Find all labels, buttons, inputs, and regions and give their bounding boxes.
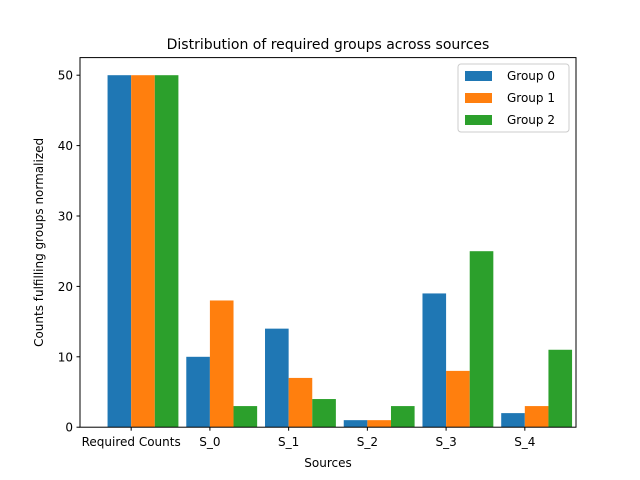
y-tick-label: 10 (58, 350, 73, 364)
bar-group-2-s_1 (312, 399, 336, 428)
legend-label: Group 1 (507, 91, 555, 105)
legend-swatch (465, 93, 492, 103)
x-tick-label: Required Counts (82, 435, 181, 449)
y-tick-label: 30 (58, 210, 73, 224)
bar-group-2-s_4 (548, 349, 573, 428)
y-tick-label: 50 (58, 69, 73, 83)
x-axis-label: Sources (304, 456, 351, 470)
bar-group-1-s_3 (446, 370, 470, 428)
bar-group-0-s_2 (343, 420, 368, 428)
bar-group-0-s_1 (265, 328, 289, 428)
y-tick-label: 20 (58, 280, 73, 294)
bar-group-2-s_3 (469, 251, 494, 428)
y-axis: 0 10 20 30 40 50 (58, 69, 80, 435)
legend-label: Group 0 (507, 69, 555, 83)
bar-group-0-s_3 (422, 293, 447, 428)
bar-group-1-s_2 (367, 420, 391, 428)
x-tick-label: S_4 (514, 435, 535, 449)
chart-title: Distribution of required groups across s… (167, 37, 490, 53)
legend-label: Group 2 (507, 113, 555, 127)
x-tick-label: S_2 (357, 435, 378, 449)
y-tick-label: 40 (58, 139, 73, 153)
x-axis: Required Counts S_0 S_1 S_2 S_3 S_4 (82, 427, 535, 449)
bar-group-1-required-counts (131, 75, 155, 428)
legend-swatch (465, 115, 492, 125)
bar-group-0-required-counts (107, 75, 132, 428)
bar-group-2-s_2 (390, 406, 415, 428)
bar-group-1-s_0 (209, 300, 234, 428)
y-axis-label: Counts fulfilling groups normalized (32, 138, 46, 347)
y-tick-label: 0 (65, 421, 73, 435)
bar-group (107, 75, 573, 428)
bar-group-1-s_4 (524, 406, 549, 428)
x-tick-label: S_1 (278, 435, 299, 449)
bar-group-2-required-counts (154, 75, 179, 428)
bar-group-0-s_4 (501, 413, 525, 428)
x-tick-label: S_3 (435, 435, 456, 449)
bar-group-1-s_1 (288, 377, 313, 428)
legend-swatch (465, 71, 492, 81)
plot-frame (79, 57, 577, 428)
bar-group-0-s_0 (186, 356, 210, 428)
legend: Group 0 Group 1 Group 2 (457, 63, 570, 133)
x-tick-label: S_0 (199, 435, 220, 449)
bar-group-2-s_0 (233, 406, 258, 428)
